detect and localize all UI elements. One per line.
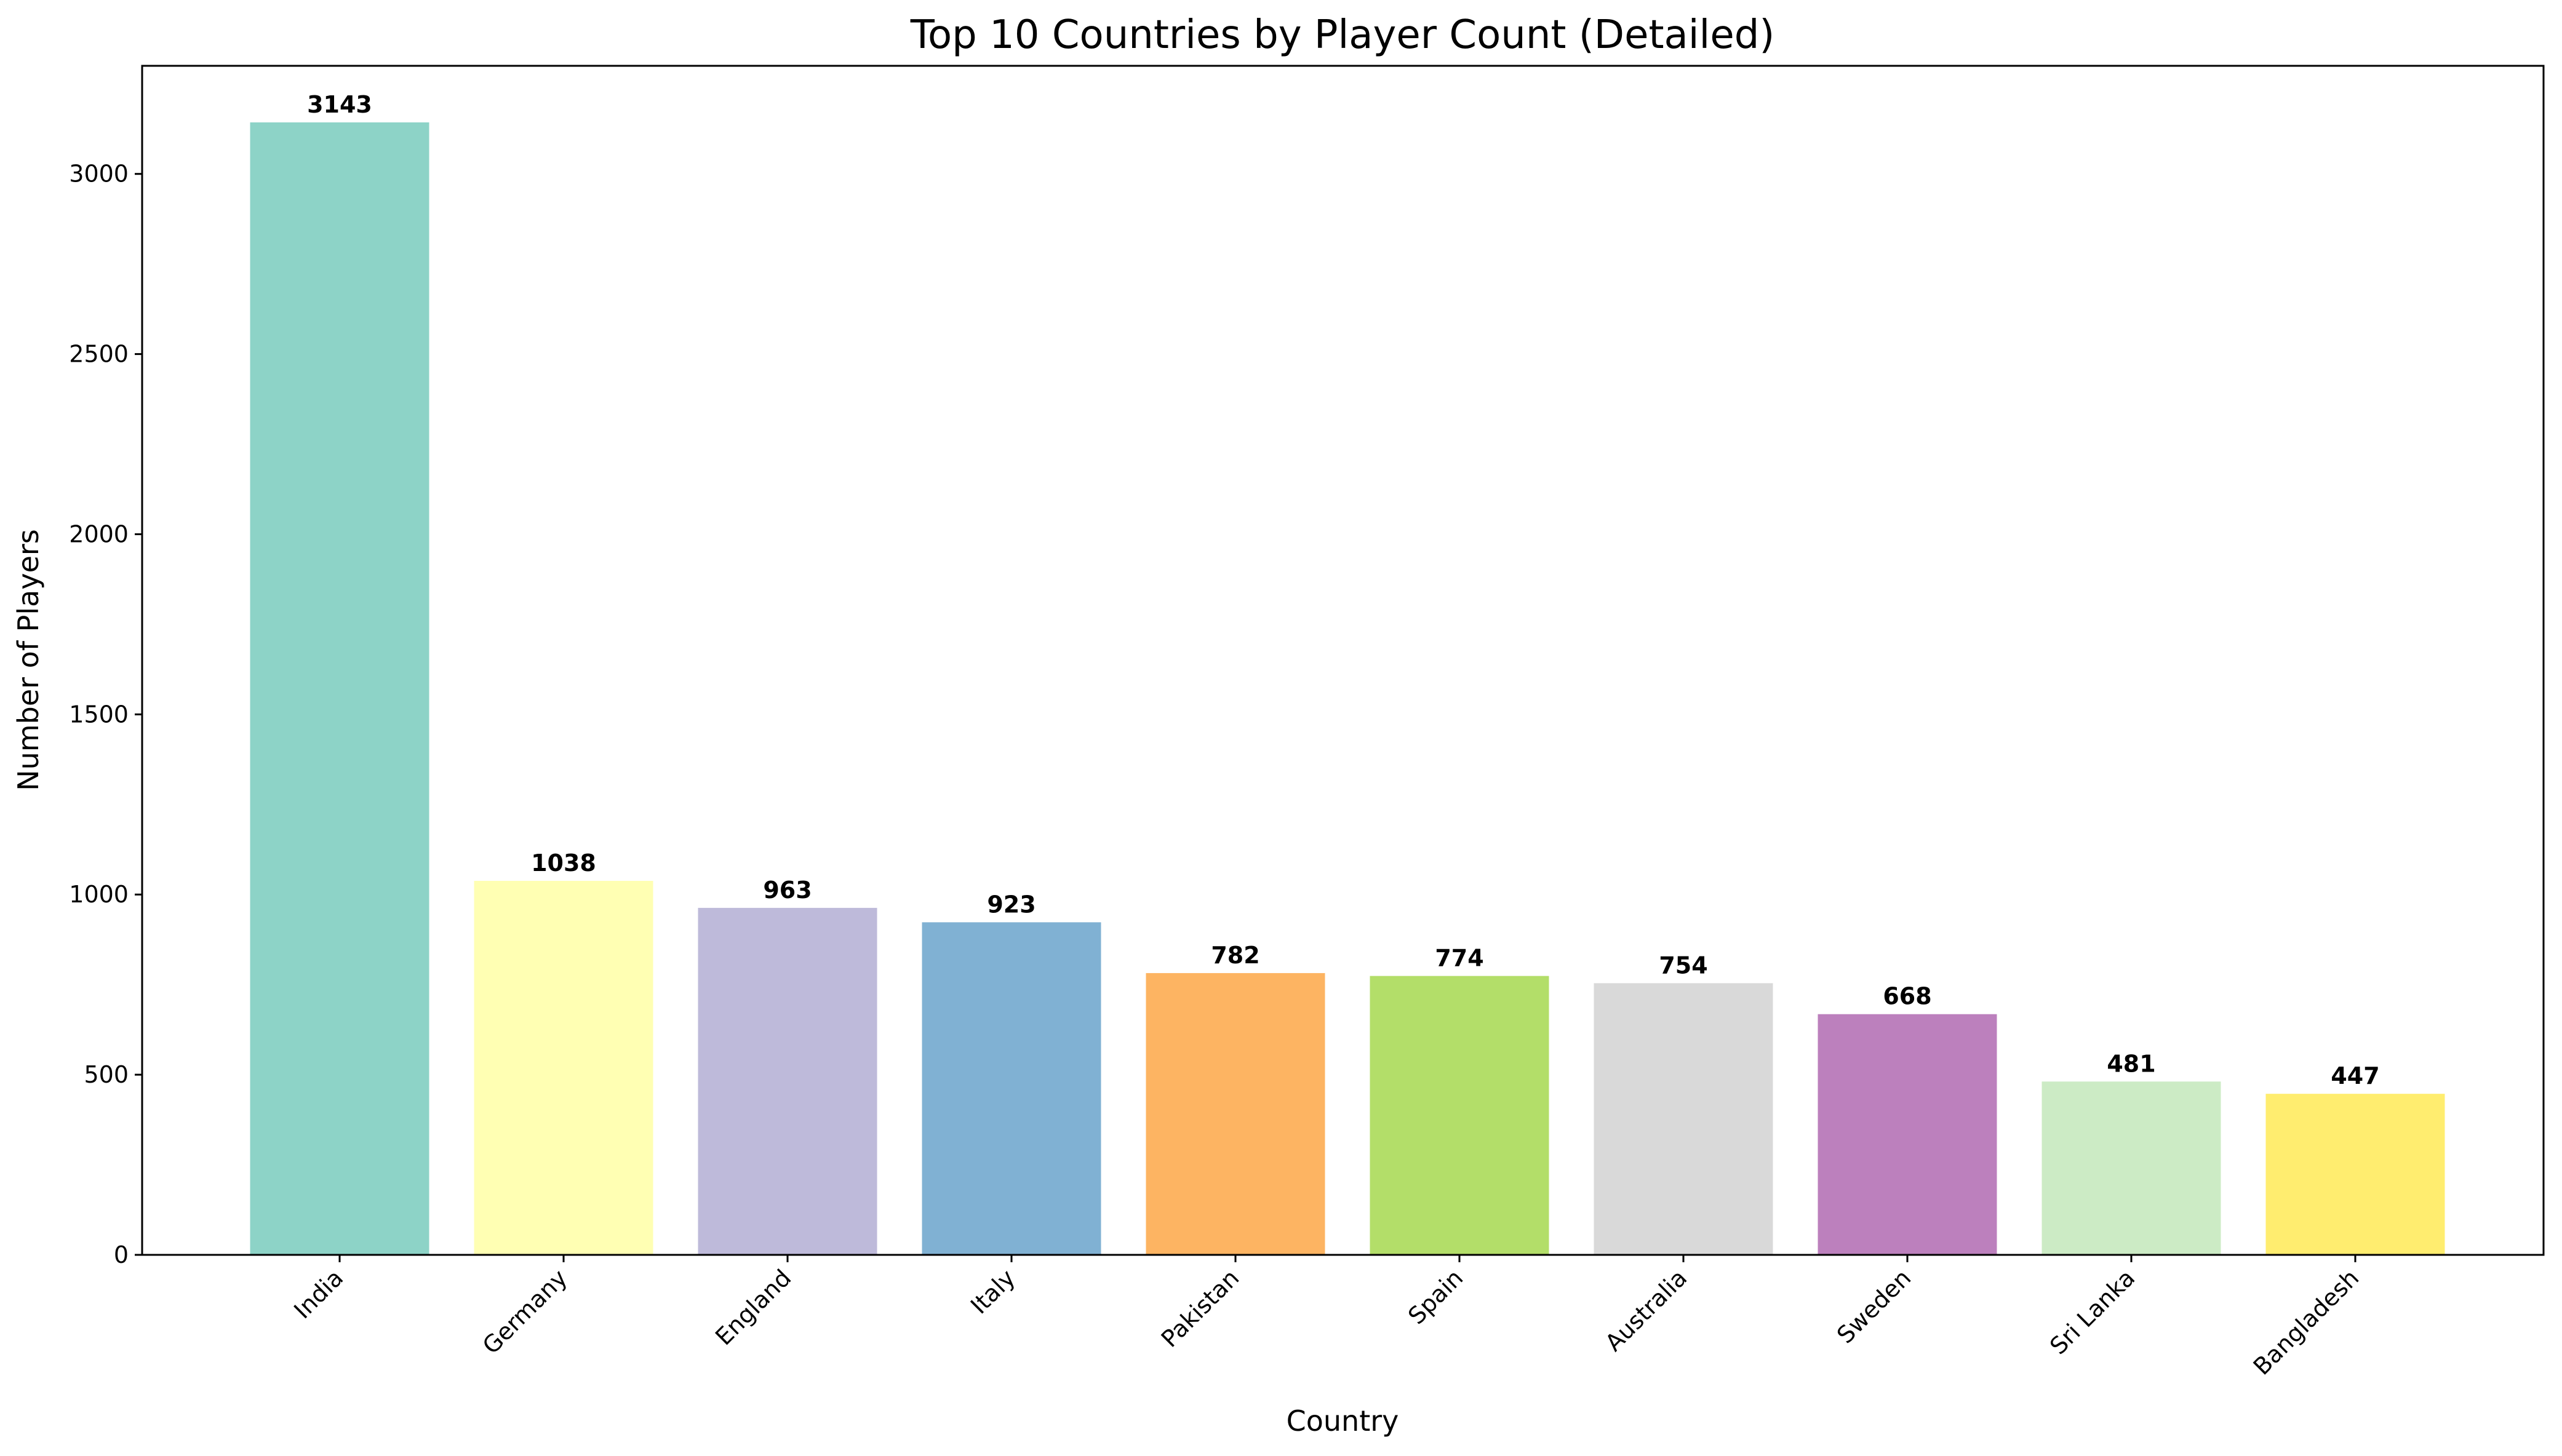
x-tick-label: Sri Lanka [2045,1264,2140,1359]
x-axis: India Germany England Italy Pakistan Spain Aus… [289,1255,2364,1380]
x-tick-label: Bangladesh [2248,1264,2364,1380]
bar-value-labels: 3143 1038 963 923 782 774 754 668 481 447 [307,91,2380,1089]
bar-value-label: 447 [2331,1062,2379,1089]
x-tick-label: Australia [1600,1264,1692,1356]
bar-sri-lanka [2041,1081,2221,1255]
x-axis-label: Country [1287,1404,1399,1438]
y-tick-label: 500 [84,1061,129,1088]
bar-value-label: 668 [1883,983,1931,1010]
x-tick-label: England [710,1264,796,1350]
bar-pakistan [1146,973,1325,1255]
bar-value-label: 774 [1435,945,1483,972]
y-tick-label: 2000 [69,520,129,547]
x-tick-label: Sweden [1832,1264,1916,1348]
y-tick-label: 2500 [69,341,129,368]
chart-title: Top 10 Countries by Player Count (Detail… [910,12,1775,58]
x-tick-label: Italy [965,1264,1020,1319]
bar-india [250,122,429,1255]
x-tick-label: Spain [1403,1264,1468,1329]
bar-australia [1594,983,1773,1255]
bar-bangladesh [2265,1094,2445,1255]
bar-italy [922,922,1101,1255]
bar-value-label: 754 [1659,952,1707,979]
bar-value-label: 1038 [531,849,596,877]
y-axis-label: Number of Players [12,529,45,790]
bar-value-label: 923 [987,891,1036,918]
bar-germany [474,880,653,1255]
y-axis: 0 500 1000 1500 2000 2500 3000 [69,161,142,1268]
bar-value-label: 3143 [307,91,372,118]
y-tick-label: 1000 [69,881,129,908]
y-tick-label: 3000 [69,161,129,188]
bar-value-label: 782 [1211,942,1259,969]
x-tick-label: Pakistan [1156,1264,1245,1353]
x-tick-label: India [289,1264,348,1324]
x-tick-label: Germany [477,1264,573,1359]
plot-frame [141,65,2545,1256]
bar-spain [1370,976,1549,1255]
bar-value-label: 481 [2107,1050,2155,1077]
bars-group [250,122,2445,1255]
bar-england [698,907,877,1255]
bar-sweden [1818,1014,1997,1255]
y-tick-label: 1500 [69,701,129,728]
bar-value-label: 963 [763,877,812,904]
y-tick-label: 0 [114,1241,129,1268]
